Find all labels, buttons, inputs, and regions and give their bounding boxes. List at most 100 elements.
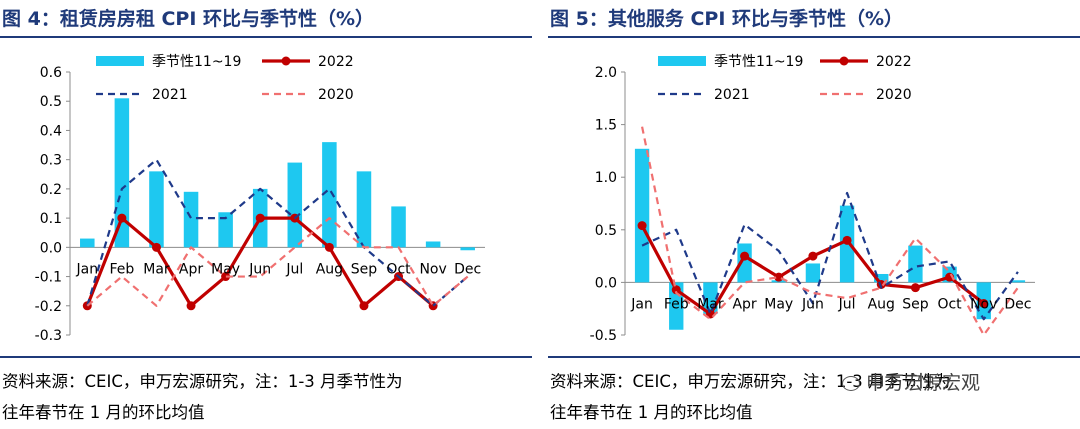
right-legend-item: 季节性11~19 [658,54,803,70]
left-source-rule [0,356,532,358]
right-y-tick-label: -0.5 [590,328,617,344]
right-marker-2022 [979,298,989,308]
right-legend-label: 2022 [876,54,912,70]
left-legend-item: 2022 [262,54,354,70]
right-source-note: 资料来源：CEIC，申万宏源研究，注：1-3 月季节性为 往年春节在 1 月的环… [550,366,1075,428]
right-legend-item: 2021 [658,87,750,103]
left-marker-2022 [186,301,196,311]
left-bar-jul [287,162,303,248]
left-bar-nov [425,241,441,248]
left-marker-2022 [151,242,161,252]
left-x-tick-label: Mar [143,261,170,277]
left-x-tick-label: Jun [248,261,271,277]
right-bar-dec [1010,280,1026,283]
right-legend-label: 季节性11~19 [714,54,803,70]
left-bar-jan [80,238,95,248]
right-y-tick-label: 0.0 [595,275,617,291]
left-legend-label: 2020 [318,87,354,103]
left-bar-apr [183,191,199,248]
right-line-2020 [641,126,1019,337]
left-y-tick-label: 0.5 [40,94,62,110]
right-x-tick-label: Apr [732,296,756,312]
left-title-rule [0,36,532,38]
left-bar-sep [356,171,372,248]
right-bar-aug [874,273,889,283]
right-marker-2022 [808,251,818,261]
right-y-tick-label: 1.0 [595,170,617,186]
wechat-icon [842,376,860,391]
right-title-rule [548,36,1080,38]
watermark: 申万宏源宏观 [842,368,980,395]
left-bar-may [218,212,233,248]
right-y-tick-label: 0.5 [595,223,617,239]
right-y-tick-label: 1.5 [595,118,617,134]
right-legend-marker [839,56,849,66]
watermark-text: 申万宏源宏观 [866,372,981,394]
left-x-tick-label: May [211,261,240,277]
left-source-line-2: 往年春节在 1 月的环比均值 [2,403,205,422]
left-bar-aug [322,142,337,248]
left-x-tick-label: Aug [316,261,343,277]
left-line-2021 [86,158,469,307]
right-chart-svg: -0.5 0.0 0.5 1.0 1.5 2.0 Jan Feb Mar Apr May Jun Jul… [590,54,1035,344]
left-x-tick-label: Jan [75,261,98,277]
right-chart-title: 图 5：其他服务 CPI 环比与季节性（%） [550,8,904,30]
left-legend-label: 2021 [152,87,188,103]
right-source-line-1: 资料来源：CEIC，申万宏源研究，注：1-3 月季节性为 [550,372,951,391]
right-marker-2022 [637,221,647,231]
right-marker-2022 [740,251,750,261]
left-y-tick-label: -0.2 [35,299,62,315]
left-marker-2022 [117,213,127,223]
left-x-tick-label: Sep [351,261,378,277]
left-marker-2022 [255,213,265,223]
right-x-tick-label: Dec [1004,296,1031,312]
right-x-tick-label: Aug [868,296,895,312]
right-legend-item: 2022 [820,54,912,70]
right-y-tick-label: 2.0 [595,65,617,81]
left-y-tick-label: 0.1 [40,211,62,227]
left-source-line-1: 资料来源：CEIC，申万宏源研究，注：1-3 月季节性为 [2,372,403,391]
left-x-tick-label: Apr [179,261,203,277]
right-x-tick-label: Jul [838,296,856,312]
right-x-tick-label: Jan [630,296,653,312]
right-bar-apr [737,243,752,283]
left-y-tick-label: 0.6 [40,65,62,81]
left-bar-feb [114,98,130,248]
left-y-tick-label: -0.3 [35,328,62,344]
right-x-tick-label: Nov [970,296,997,312]
left-marker-2022 [221,272,231,282]
left-y-tick-label: 0.0 [40,240,62,256]
right-legend-swatch [658,56,706,66]
left-legend-swatch [96,56,144,66]
right-source-rule [548,356,1080,358]
left-y-tick-label: -0.1 [35,270,62,286]
left-y-tick-label: 0.2 [40,182,62,198]
right-chart-panel: 图 5：其他服务 CPI 环比与季节性（%） -0.5 0.0 0.5 1.0 1.5 2… [548,0,1080,429]
right-x-tick-label: Mar [697,296,724,312]
left-bar-mar [149,171,164,248]
left-x-tick-label: Oct [386,261,411,277]
right-legend-item: 2020 [820,87,912,103]
left-legend-label: 2022 [318,54,354,70]
left-legend-label: 季节性11~19 [152,54,241,70]
left-x-tick-label: Feb [109,261,134,277]
left-x-tick-label: Dec [454,261,481,277]
right-x-tick-label: May [764,296,793,312]
right-x-tick-label: Oct [937,296,962,312]
right-marker-2022 [842,235,852,245]
left-y-tick-label: 0.3 [40,153,62,169]
left-x-tick-label: Nov [419,261,446,277]
right-x-tick-label: Feb [664,296,689,312]
right-marker-2022 [671,285,681,295]
left-source-note: 资料来源：CEIC，申万宏源研究，注：1-3 月季节性为 往年春节在 1 月的环… [2,366,527,428]
left-marker-2022 [359,301,369,311]
left-chart-title: 图 4：租赁房房租 CPI 环比与季节性（%） [2,8,375,30]
right-legend-label: 2020 [876,87,912,103]
left-bar-dec [460,247,475,251]
left-legend-item: 2020 [262,87,354,103]
right-marker-2022 [910,283,920,293]
left-bar-oct [391,206,406,248]
right-source-line-2: 往年春节在 1 月的环比均值 [550,403,753,422]
left-legend-item: 2021 [96,87,188,103]
left-legend-item: 季节性11~19 [96,54,241,70]
